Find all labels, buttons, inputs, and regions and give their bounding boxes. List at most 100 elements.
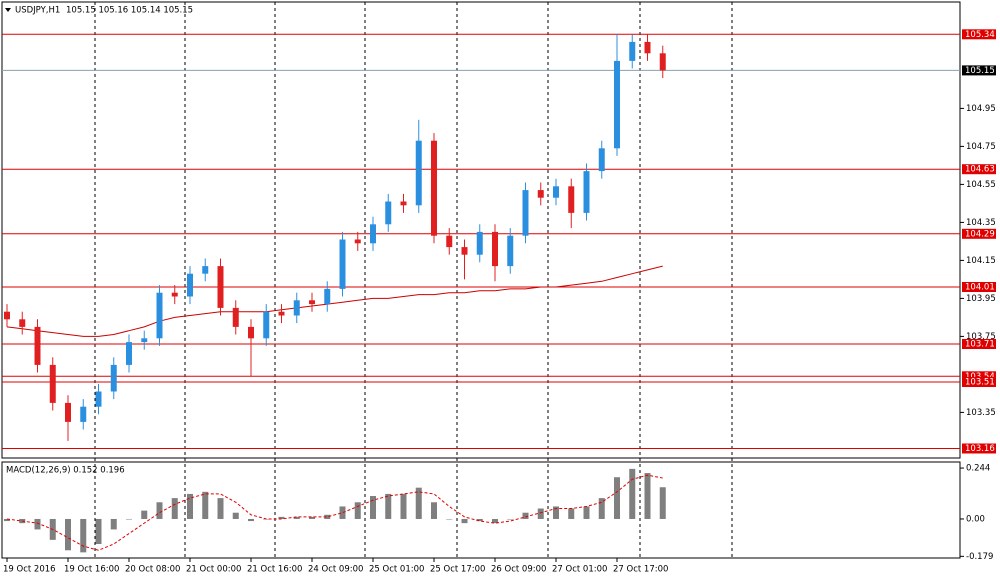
separators (94, 2, 733, 558)
macd-bar (644, 473, 651, 519)
level-line-box (962, 29, 996, 40)
macd-bar (476, 518, 483, 522)
macd-bar (461, 518, 468, 524)
candle-body (202, 266, 209, 274)
candle-body (95, 391, 102, 407)
y-tick-label: 104.75 (966, 142, 996, 152)
level-line-label: 104.01 (965, 283, 995, 293)
candle-body (49, 364, 56, 403)
candle-body (248, 326, 254, 339)
y-tick-label: -0.179 (966, 552, 993, 562)
macd-bar (232, 512, 239, 519)
candle-body (187, 273, 193, 297)
candle-body (659, 53, 666, 71)
candle-body (400, 201, 407, 206)
y-tick-label: 103.35 (966, 408, 996, 418)
macd-bar (522, 512, 529, 519)
macd-bar (324, 514, 331, 519)
x-tick-label: 20 Oct 08:00 (125, 565, 180, 575)
level-line-box (962, 164, 996, 175)
level-line-label: 104.29 (965, 229, 995, 239)
macd-bar (80, 518, 87, 553)
current-price-box (962, 65, 996, 76)
level-line-label: 103.16 (965, 444, 995, 454)
candle-body (614, 60, 620, 149)
candle-body (644, 41, 651, 54)
macd-bar (553, 506, 559, 519)
candle-body (171, 292, 178, 297)
candle-body (507, 235, 514, 267)
candle-body (431, 140, 437, 236)
signal-line (6, 474, 663, 551)
candle-body (629, 41, 636, 61)
candle-body (324, 288, 331, 305)
x-tick-label: 19 Oct 2016 (3, 565, 56, 575)
x-tick-label: 19 Oct 16:00 (64, 565, 119, 575)
macd-bar (583, 506, 590, 519)
candle-body (598, 148, 605, 172)
y-tick-label: 104.35 (966, 218, 996, 228)
x-tick-label: 25 Oct 01:00 (369, 565, 424, 575)
menu-arrow[interactable] (5, 8, 11, 12)
candle-body (492, 231, 498, 267)
level-line-label: 104.63 (965, 165, 995, 175)
macd-bar (598, 498, 605, 519)
x-tick-label: 27 Oct 01:00 (552, 565, 607, 575)
x-tick-label: 21 Oct 16:00 (247, 565, 302, 575)
macd-bar (278, 516, 285, 519)
macd-bar (171, 498, 178, 519)
macd-bar (141, 510, 148, 519)
macd-bar (507, 518, 514, 520)
candle-body (370, 224, 376, 244)
macd-bar (492, 518, 498, 524)
candle-body (19, 319, 26, 327)
candle-body (476, 231, 483, 255)
macd-bar (156, 502, 163, 519)
x-tick-label: 27 Oct 17:00 (613, 565, 668, 575)
macd-bar (187, 493, 193, 519)
candle-body (537, 190, 544, 198)
macd-bar (614, 477, 620, 519)
macd-bar (446, 518, 453, 520)
candle-body (553, 186, 559, 198)
macd-bar (202, 491, 209, 519)
candle-body (461, 247, 468, 255)
level-line-box (962, 443, 996, 454)
macd-bar (339, 506, 346, 519)
candle-body (126, 342, 132, 365)
candle-body (4, 311, 10, 320)
candle-body (156, 292, 163, 339)
y-tick-label: 104.95 (966, 104, 996, 114)
candle-body (65, 402, 71, 422)
x-tick-label: 26 Oct 09:00 (491, 565, 546, 575)
macd-bar (415, 487, 422, 519)
level-line-box (962, 377, 996, 387)
candle-body (141, 338, 148, 343)
macd-bar (65, 518, 71, 551)
current-price-label: 105.15 (965, 66, 995, 76)
candle-body (278, 311, 285, 316)
macd-bar (34, 518, 41, 530)
macd-bar (4, 518, 10, 522)
candle-body (110, 364, 117, 392)
level-line-box (962, 339, 996, 349)
main-frame (1, 1, 961, 459)
candle-body (217, 266, 224, 308)
candle-body (568, 186, 575, 213)
y-tick-label: 0.244 (966, 464, 990, 474)
macd-bar (370, 496, 376, 519)
x-tick-label: 24 Oct 09:00 (308, 565, 363, 575)
candle-body (232, 307, 239, 327)
macd-bar (659, 487, 666, 519)
candle-body (293, 300, 300, 316)
x-tick-label: 25 Oct 17:00 (430, 565, 485, 575)
candle-body (354, 239, 361, 244)
macd-bar (537, 508, 544, 519)
level-line-box (962, 228, 996, 239)
candle-body (339, 239, 346, 289)
y-tick-label: 104.15 (966, 256, 996, 266)
candle-body (446, 235, 453, 248)
macd-bar (354, 502, 361, 519)
